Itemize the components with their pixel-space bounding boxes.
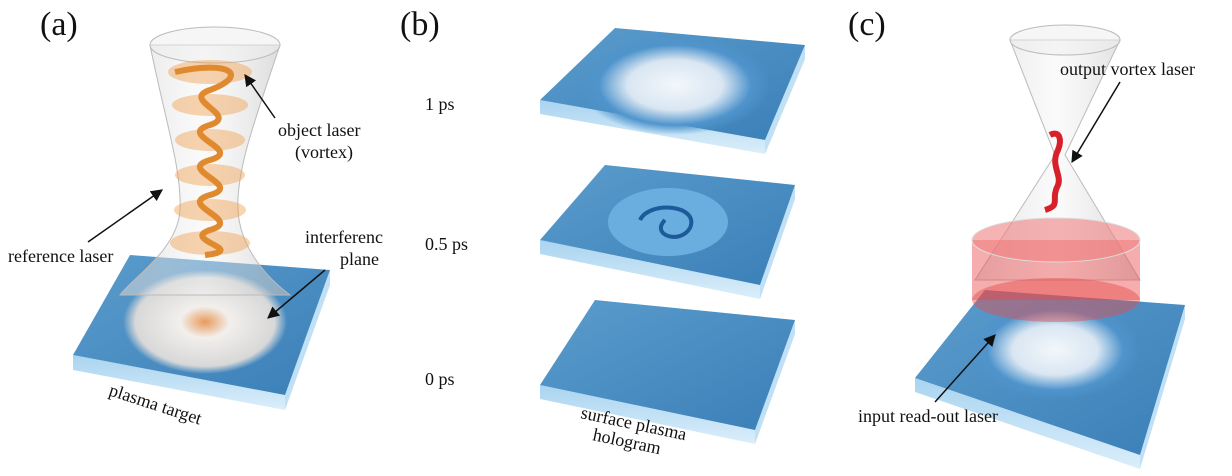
- arrow: [244, 74, 276, 119]
- panel-a: (a) object laser (vortex) reference lase…: [8, 6, 383, 429]
- time-label: 0 ps: [425, 369, 455, 389]
- output-vortex: [1044, 130, 1063, 213]
- annotation: plane: [340, 249, 379, 269]
- plate-0ps: [540, 300, 795, 444]
- beam-top: [1009, 24, 1121, 56]
- arrow: [267, 269, 326, 319]
- plate-1ps: [540, 28, 805, 154]
- time-label: 1 ps: [425, 94, 455, 114]
- hologram-pattern: [970, 300, 1140, 400]
- arrow: [87, 189, 163, 243]
- annotation: reference laser: [8, 246, 113, 266]
- arrow: [1071, 81, 1121, 164]
- beam-top: [149, 26, 281, 64]
- plate-edge: [1140, 305, 1185, 469]
- annotation: output vortex laser: [1060, 59, 1195, 79]
- annotation: input read-out laser: [858, 406, 998, 426]
- readout-beam: [972, 278, 1140, 322]
- plate-edge: [915, 378, 1140, 469]
- panel-c: (c) output vortex laser input read-out l…: [848, 6, 1195, 469]
- readout-beam: [971, 217, 1141, 263]
- plate-edge: [73, 355, 285, 410]
- arrow: [934, 334, 996, 403]
- interference-pattern: [123, 270, 287, 374]
- annotation: interferenc: [305, 227, 383, 247]
- plate-edge: [285, 270, 330, 410]
- panel-b: (b) 1 ps 0.5 ps 0 ps surface plasma holo…: [400, 6, 805, 458]
- plate-05ps: [540, 165, 795, 299]
- time-label: 0.5 ps: [425, 234, 468, 254]
- annotation: (vortex): [295, 142, 353, 163]
- panel-label: (b): [400, 6, 440, 43]
- panel-label: (a): [40, 6, 78, 43]
- annotation: object laser: [278, 120, 360, 140]
- vortex: [174, 64, 234, 258]
- panel-label: (c): [848, 6, 886, 43]
